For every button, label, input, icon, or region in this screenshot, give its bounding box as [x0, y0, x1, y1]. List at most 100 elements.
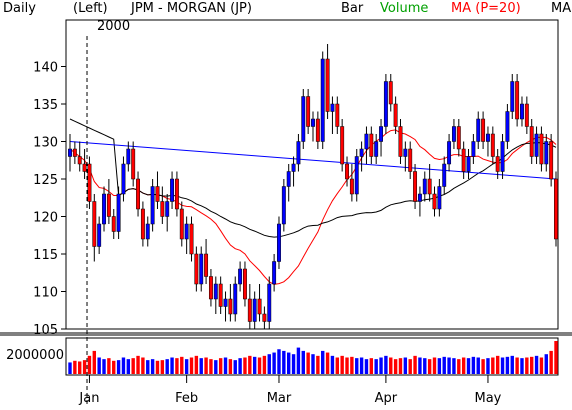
- volume-bar: [534, 355, 539, 374]
- candle: [510, 74, 515, 119]
- candle-body: [413, 171, 418, 202]
- candle: [320, 51, 325, 149]
- x-month-label: Mar: [267, 391, 292, 406]
- candle-body: [364, 133, 369, 150]
- candle: [189, 216, 194, 262]
- candle: [165, 194, 170, 232]
- candle-body: [145, 223, 150, 240]
- candle: [515, 74, 520, 127]
- candle: [442, 156, 447, 194]
- volume-bar: [335, 357, 340, 374]
- candle-body: [189, 223, 194, 255]
- candle: [267, 276, 272, 329]
- candle-body: [393, 103, 398, 127]
- candle-body: [481, 118, 486, 142]
- candle-body: [286, 171, 291, 187]
- candle-body: [345, 163, 349, 180]
- volume-bar: [325, 352, 330, 374]
- candle: [136, 171, 140, 217]
- volume-bar: [170, 357, 174, 374]
- year-marker-label: 2000: [97, 19, 131, 34]
- period-label[interactable]: Daily: [3, 1, 36, 16]
- candle-body: [520, 103, 524, 120]
- x-axis-labels: JanFebMarAprMayJun: [78, 36, 502, 406]
- candle-body: [427, 178, 432, 195]
- volume-bar: [257, 357, 262, 374]
- candle-body: [179, 208, 184, 240]
- candle: [286, 164, 291, 202]
- volume-bar: [330, 355, 335, 374]
- ma-label[interactable]: MA (P=20): [451, 1, 521, 16]
- volume-toggle-label[interactable]: Volume: [380, 1, 429, 16]
- candle: [544, 134, 549, 172]
- candle-body: [466, 156, 471, 172]
- y-tick-label: 115: [33, 248, 58, 263]
- volume-bar: [525, 357, 529, 374]
- candle: [121, 156, 126, 202]
- candle: [471, 134, 476, 164]
- candle-body: [539, 133, 544, 165]
- volume-bar: [141, 357, 145, 374]
- candle-body: [374, 141, 379, 157]
- volume-bar: [369, 358, 374, 374]
- volume-bar: [155, 360, 160, 374]
- candle: [500, 134, 505, 179]
- axis-side-label[interactable]: (Left): [73, 1, 108, 16]
- candle: [223, 291, 228, 322]
- candle: [277, 216, 281, 269]
- y-tick-label: 130: [33, 136, 58, 151]
- candle: [330, 96, 335, 134]
- candle-body: [291, 163, 296, 172]
- candle-body: [68, 148, 72, 157]
- candle: [335, 96, 340, 134]
- candle-body: [247, 298, 252, 322]
- volume-bar: [452, 358, 456, 374]
- candle-body: [476, 118, 481, 142]
- candle: [140, 201, 145, 247]
- volume-bar: [447, 357, 451, 374]
- volume-bar: [345, 357, 349, 374]
- ma-label-2[interactable]: MA: [551, 1, 572, 16]
- candle-body: [369, 133, 374, 157]
- volume-bar: [301, 350, 305, 374]
- candle-body: [301, 96, 306, 142]
- bar-style-label[interactable]: Bar: [341, 1, 364, 16]
- candle-body: [486, 133, 490, 142]
- candle: [539, 126, 544, 172]
- candle: [364, 126, 369, 164]
- volume-bar: [165, 359, 169, 374]
- candle-body: [417, 193, 422, 202]
- candle: [82, 149, 87, 179]
- candle-body: [398, 126, 403, 157]
- candle-body: [72, 148, 77, 157]
- candle: [388, 74, 393, 112]
- candle-body: [102, 193, 106, 225]
- candle: [379, 119, 383, 157]
- candle: [554, 171, 558, 247]
- volume-bar: [306, 352, 310, 374]
- candle: [490, 126, 495, 164]
- candle: [345, 156, 349, 187]
- candle: [155, 171, 160, 209]
- candle: [417, 186, 422, 217]
- volume-bar: [146, 360, 150, 374]
- volume-bar: [126, 359, 131, 374]
- candle-body: [451, 126, 456, 142]
- candle: [325, 44, 330, 119]
- candle-body: [549, 141, 554, 180]
- volume-bar: [461, 357, 466, 374]
- candle: [174, 171, 179, 217]
- volume-bar: [427, 359, 432, 374]
- candle-body: [111, 216, 116, 232]
- candle: [72, 141, 77, 164]
- candle: [520, 96, 524, 127]
- volume-bar: [515, 357, 519, 374]
- candle: [398, 119, 403, 164]
- candle-body: [447, 141, 452, 165]
- candle: [306, 89, 311, 134]
- candle-body: [456, 126, 461, 150]
- candle-body: [97, 223, 102, 247]
- candle-body: [92, 201, 97, 247]
- candle: [534, 126, 539, 164]
